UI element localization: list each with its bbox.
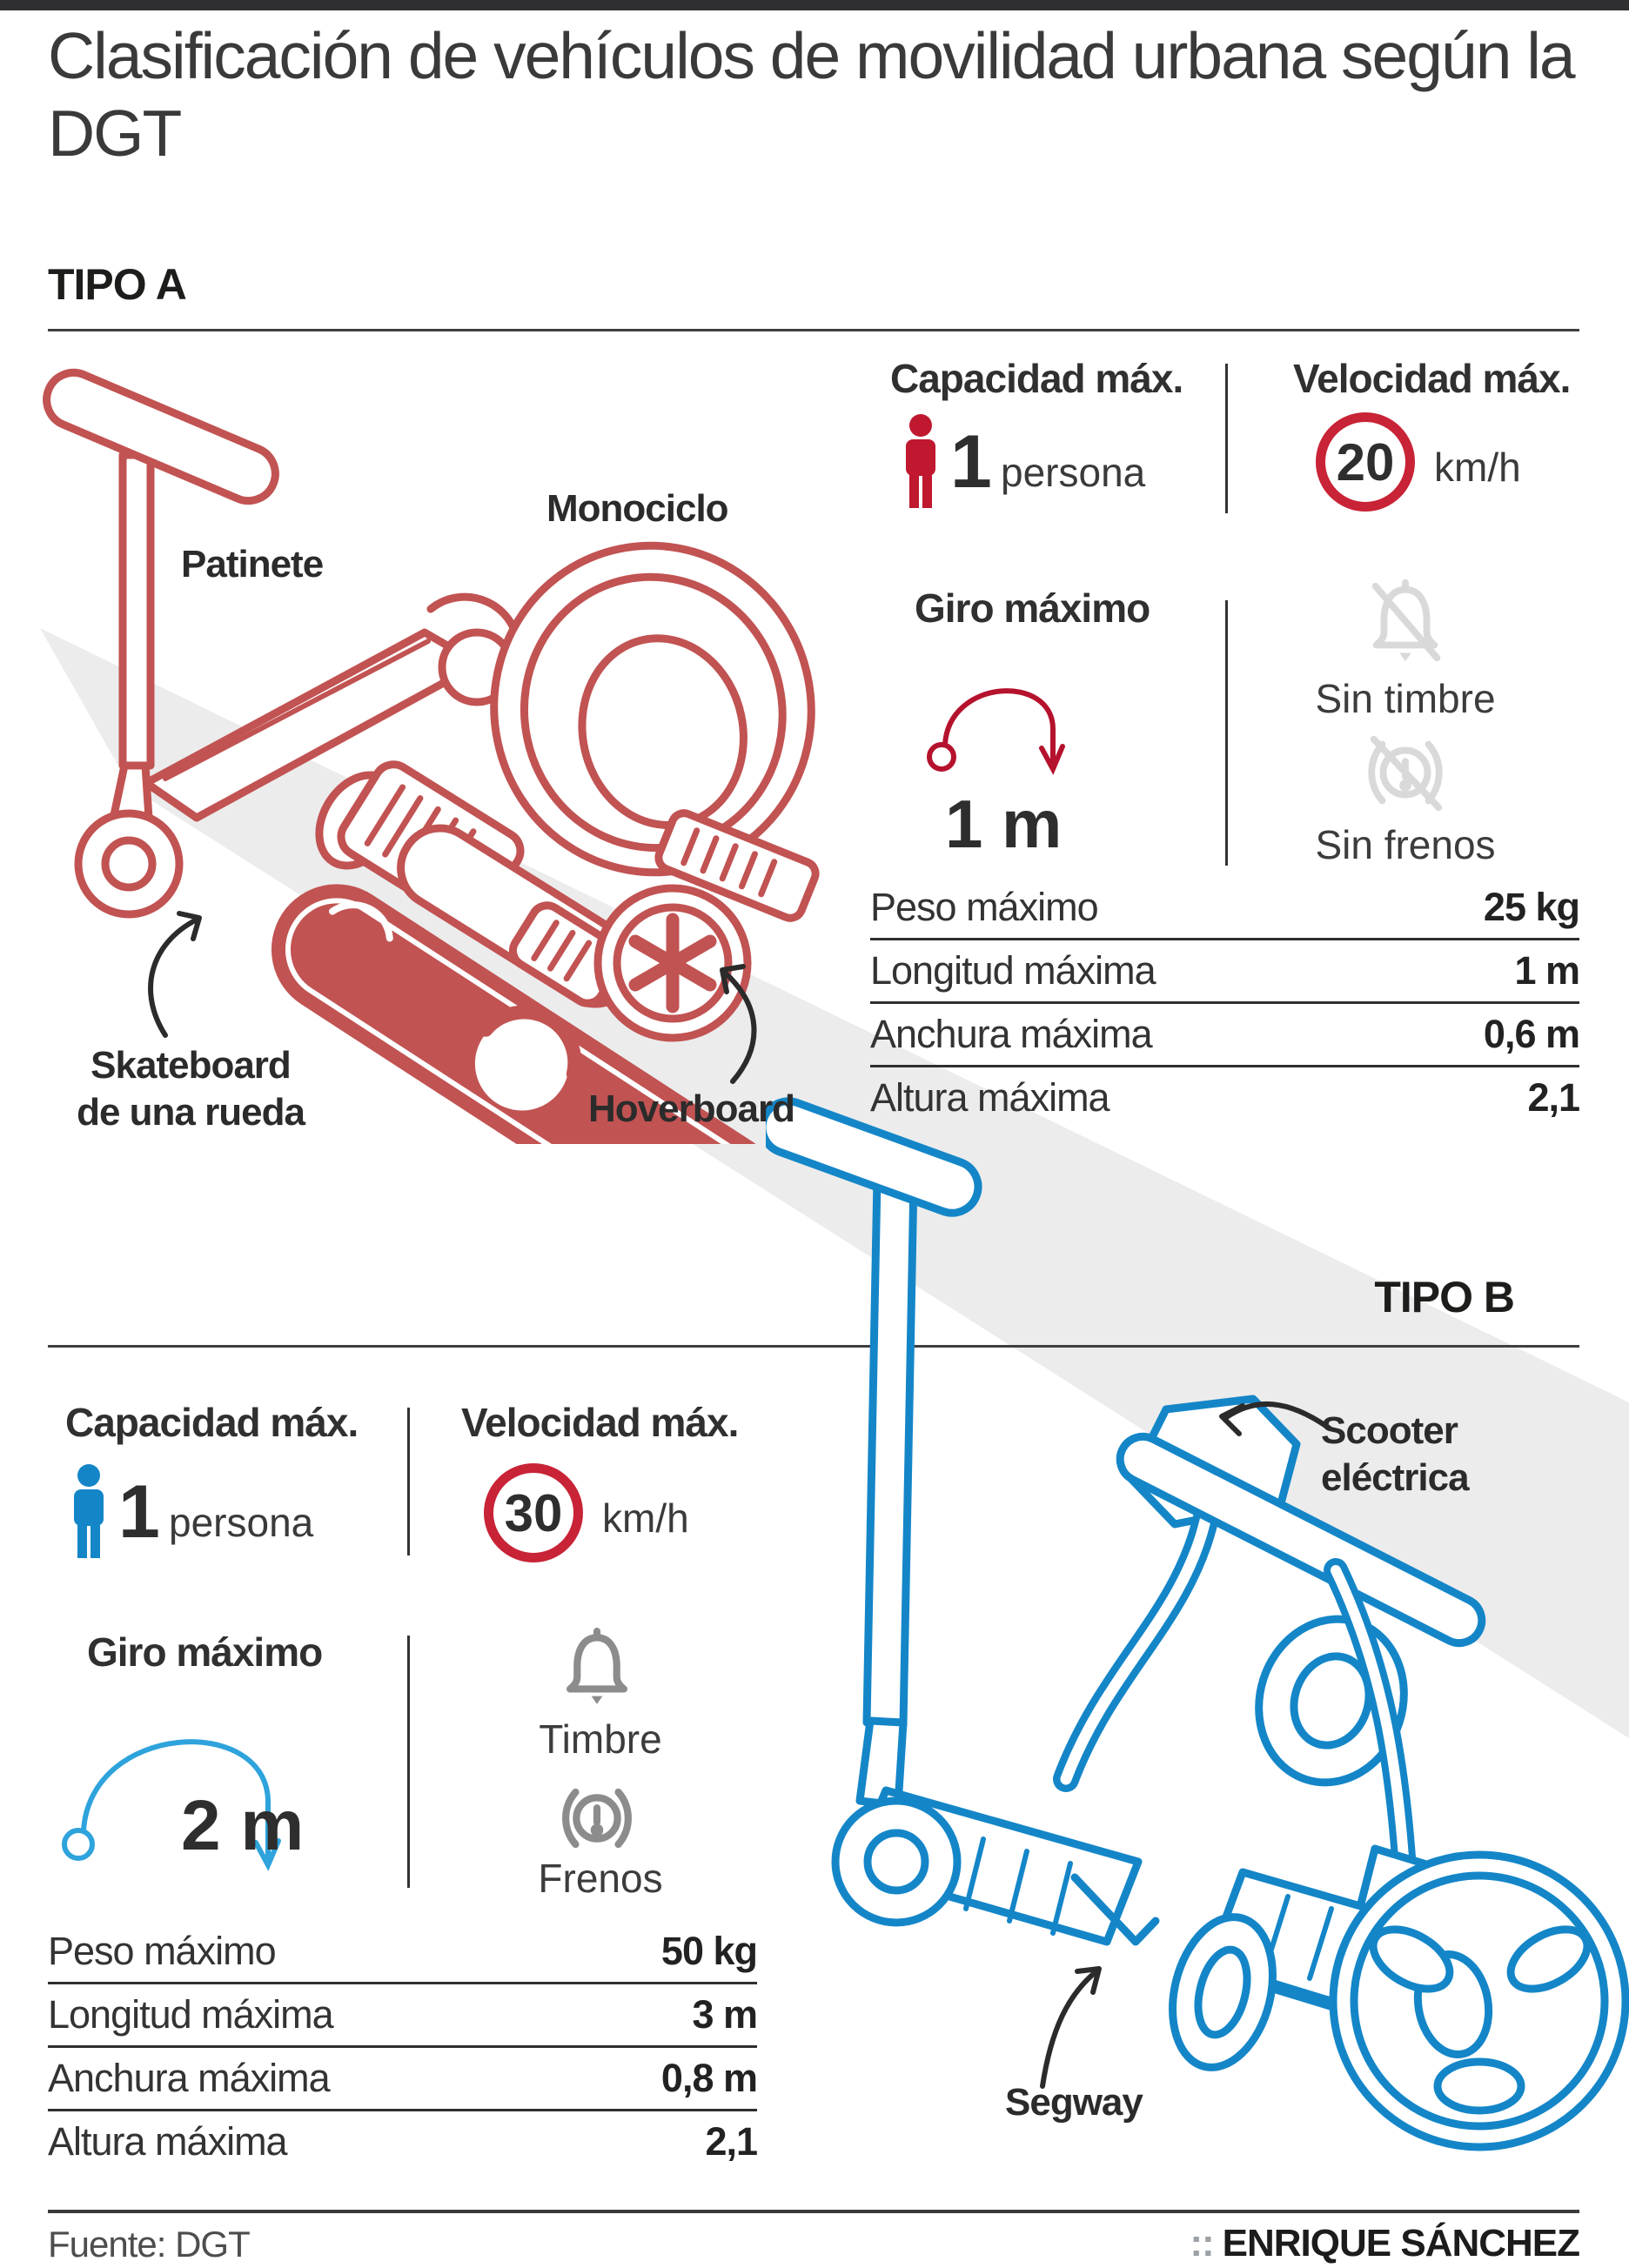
skateboard-illustration [271,884,782,1144]
tipo-b-heading: TIPO B [1374,1273,1515,1321]
scooter-electrica-illustration [766,1097,1408,1946]
hoverboard-label: Hoverboard [588,1087,795,1130]
person-icon [906,414,935,508]
label-arrows [148,911,757,1084]
spec-label: Altura máxima [48,2119,288,2164]
tipo-b-illustrations [766,1097,1629,2151]
spec-label: Anchura máxima [48,2056,331,2100]
credit-mark: :: [1190,2222,1214,2265]
spec-label: Altura máxima [870,1075,1110,1120]
tipo-b-bell-label: Timbre [539,1716,662,1762]
spec-value: 0,8 m [660,2056,758,2100]
tipo-b-turn-value: 2 m [181,1786,305,1865]
tipo-b-brakes-label: Frenos [538,1856,663,1901]
divider [1225,364,1228,513]
tipo-a-rule [48,329,1579,331]
credit-name: ENRIQUE SÁNCHEZ [1222,2222,1580,2265]
divider [407,1408,410,1555]
tipo-b-spec-table: Peso máximo 50 kg Longitud máxima 3 m An… [48,1921,758,2172]
footer-source: Fuente: DGT [48,2224,251,2265]
bell-icon [566,1628,627,1704]
tipo-b-capacity-heading: Capacidad máx. [65,1400,359,1445]
spec-label: Peso máximo [870,885,1099,929]
spec-value: 1 m [1514,948,1580,993]
spec-label: Longitud máxima [870,948,1156,993]
tipo-b-speed-value: 30 [504,1483,563,1542]
spec-value: 2,1 [705,2119,758,2164]
spec-label: Peso máximo [48,1929,277,1973]
bell-slash-icon [1371,579,1441,662]
table-row: Altura máxima 2,1 [870,1067,1580,1128]
tipo-a-turn-heading: Giro máximo [915,585,1150,631]
tipo-b-rule [48,1345,1579,1348]
tipo-a-capacity-heading: Capacidad máx. [890,356,1183,401]
monociclo-illustration [490,541,820,922]
tipo-b-speed-unit: km/h [602,1495,689,1541]
patinete-illustration [43,368,523,919]
tipo-a-speed-unit: km/h [1434,445,1521,490]
tipo-a-capacity-value: 1 [950,420,992,504]
speed-limit-sign: 20 [1316,412,1415,512]
u-turn-arrow-icon [927,688,1065,775]
tipo-a-turn-value: 1 m [945,786,1063,862]
tipo-a-bell-label: Sin timbre [1315,676,1496,721]
tipo-a-brakes-label: Sin frenos [1315,822,1496,867]
spec-value: 2,1 [1527,1075,1580,1120]
tipo-a-capacity-unit: persona [1001,450,1146,495]
tipo-a-illustrations [43,368,820,1144]
person-icon [74,1464,104,1558]
divider [1225,600,1228,866]
label-arrows [1040,1401,1332,2089]
tipo-a-heading: TIPO A [48,260,187,309]
tipo-a-speed-heading: Velocidad máx. [1293,356,1571,401]
speed-limit-sign: 30 [484,1463,583,1562]
table-row: Peso máximo 25 kg [870,877,1580,940]
u-turn-arrow-icon [62,1739,281,1871]
brake-slash-icon [1368,735,1443,812]
footer-credit: :: ENRIQUE SÁNCHEZ [1190,2222,1580,2265]
segway-illustration [1116,1432,1629,2151]
skateboard-label: Skateboard de una rueda [77,1044,305,1134]
table-row: Anchura máxima 0,6 m [870,1004,1580,1067]
footer-rule [48,2210,1579,2213]
spec-label: Anchura máxima [870,1012,1153,1056]
divider [407,1636,410,1888]
top-bar [0,0,1629,10]
tipo-a-spec-table: Peso máximo 25 kg Longitud máxima 1 m An… [870,877,1580,1128]
spec-value: 50 kg [660,1929,758,1973]
spec-value: 3 m [692,1992,758,2037]
spec-value: 0,6 m [1483,1012,1580,1056]
tipo-b-speed-heading: Velocidad máx. [461,1400,739,1445]
patinete-label: Patinete [181,543,324,585]
tipo-b-turn-heading: Giro máximo [87,1629,323,1675]
segway-label: Segway [1005,2081,1143,2124]
spec-label: Longitud máxima [48,1992,334,2037]
hoverboard-illustration [315,760,752,1042]
table-row: Longitud máxima 1 m [870,940,1580,1004]
table-row: Longitud máxima 3 m [48,1984,758,2048]
table-row: Altura máxima 2,1 [48,2111,758,2172]
brake-icon [562,1788,632,1849]
tipo-b-capacity-value: 1 [118,1470,160,1554]
table-row: Anchura máxima 0,8 m [48,2048,758,2111]
tipo-a-speed-value: 20 [1336,432,1395,492]
tipo-b-capacity-unit: persona [169,1500,314,1545]
monociclo-label: Monociclo [546,487,729,530]
spec-value: 25 kg [1483,885,1580,929]
page-title: Clasificación de vehículos de movilidad … [48,19,1576,170]
scooter-label: Scooter eléctrica [1321,1409,1470,1499]
table-row: Peso máximo 50 kg [48,1921,758,1984]
